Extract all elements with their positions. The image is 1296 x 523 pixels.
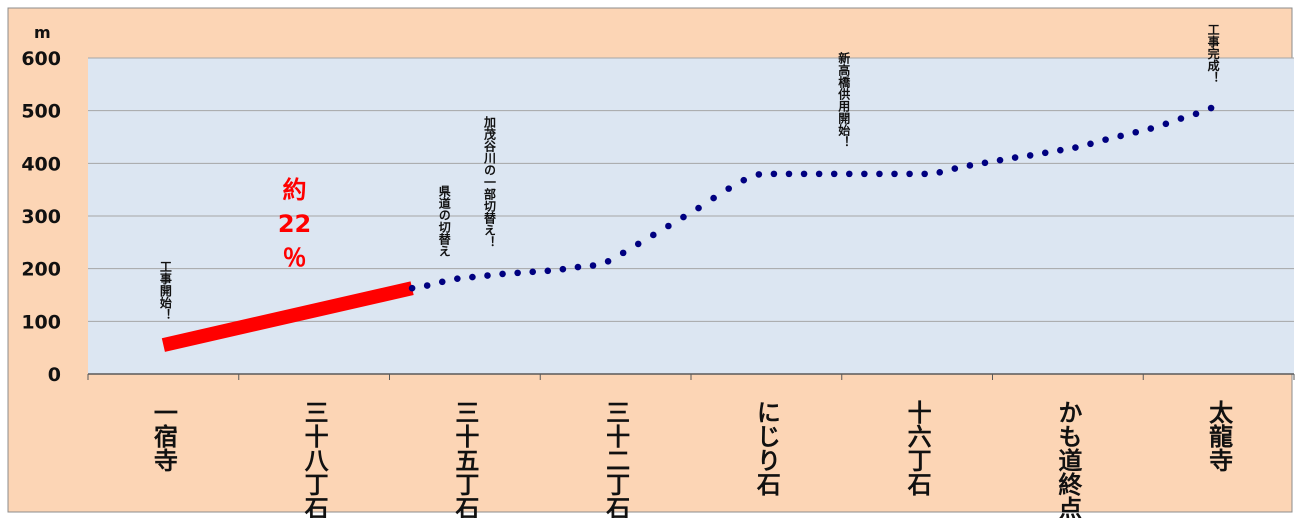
planned-series-point <box>514 269 521 277</box>
planned-series-point <box>484 272 491 279</box>
planned-series-point <box>1132 128 1140 136</box>
progress-percentage-label: 22 <box>278 210 311 238</box>
planned-series-point <box>695 204 702 212</box>
planned-series-point <box>604 257 612 265</box>
planned-series-point <box>921 170 928 178</box>
progress-percentage-label: ％ <box>283 244 307 272</box>
progress-label: 約 22 ％ <box>278 176 311 272</box>
planned-series-point <box>408 284 416 292</box>
planned-series-point <box>529 268 537 276</box>
planned-series-point <box>1026 152 1034 159</box>
annotations: 工事開始！ 県道の切替え 加茂谷川の一部切替え！ 新高橋供用開始！ 工事完成！ <box>158 23 1220 320</box>
planned-series-point <box>1207 104 1215 112</box>
planned-series-point <box>830 170 838 178</box>
y-tick-labels: 0 100 200 300 400 500 600 <box>21 48 61 386</box>
planned-series-point <box>1147 125 1155 132</box>
y-tick-label: 600 <box>21 48 61 70</box>
planned-series-point <box>1072 144 1079 151</box>
planned-series-point <box>710 194 717 202</box>
category-label: 三十二丁石 <box>602 400 631 518</box>
y-tick-label: 300 <box>21 206 61 228</box>
planned-series-point <box>454 275 461 282</box>
planned-series-point <box>1057 146 1064 154</box>
planned-series-point <box>815 170 823 178</box>
annotation-label: 新高橋供用開始！ <box>837 50 851 147</box>
category-label: 十六丁石 <box>903 400 932 496</box>
annotation-label: 工事完成！ <box>1206 23 1220 83</box>
planned-series-point <box>438 278 446 286</box>
planned-series-point <box>725 185 732 192</box>
category-label: 三十五丁石 <box>451 400 480 518</box>
planned-series-point <box>559 265 567 273</box>
category-label: かも道終点 <box>1054 400 1082 518</box>
planned-series-point <box>1117 132 1124 140</box>
gridlines <box>88 57 1294 322</box>
planned-series-point <box>1162 120 1170 128</box>
planned-series-point <box>423 282 431 289</box>
planned-series-point <box>1087 140 1094 148</box>
y-tick-label: 200 <box>21 259 61 281</box>
planned-series-point <box>936 168 944 176</box>
series <box>161 104 1215 352</box>
planned-series-point <box>665 222 672 230</box>
planned-series-point <box>1192 110 1200 118</box>
y-tick-label: 0 <box>48 364 61 386</box>
planned-series-point <box>1041 149 1049 157</box>
y-tick-label: 400 <box>21 153 61 175</box>
planned-series-point <box>906 170 913 178</box>
annotation-label: 加茂谷川の一部切替え！ <box>482 115 496 248</box>
planned-series-point <box>650 231 657 239</box>
planned-series-point <box>680 213 687 221</box>
planned-series-point <box>966 162 974 169</box>
planned-series-point <box>785 170 793 178</box>
planned-series-point <box>1011 154 1019 161</box>
planned-series-point <box>740 176 748 184</box>
progress-percentage-label: 約 <box>283 176 307 204</box>
planned-series-point <box>619 249 627 257</box>
category-label: 三十八丁石 <box>300 400 329 518</box>
completed-series-line <box>161 281 414 352</box>
annotation-label: 県道の切替え <box>437 184 451 256</box>
y-tick-label: 500 <box>21 101 61 123</box>
planned-series-point <box>861 170 868 178</box>
planned-series-point <box>1177 115 1185 122</box>
y-axis-unit-label: m <box>34 23 51 42</box>
y-tick-label: 100 <box>21 311 61 333</box>
planned-series-point <box>951 165 959 172</box>
planned-series-point <box>800 170 808 178</box>
category-label: にじり石 <box>752 400 781 496</box>
planned-series-point <box>544 267 552 275</box>
annotation-label: 工事開始！ <box>158 260 172 320</box>
category-label: 一宿寺 <box>149 400 177 472</box>
planned-series-point <box>770 170 778 178</box>
planned-series-point <box>634 240 642 248</box>
planned-series-point <box>574 263 582 271</box>
planned-series-point <box>1102 136 1109 143</box>
x-category-labels: 一宿寺 三十八丁石 三十五丁石 三十二丁石 にじり石 十六丁石 かも道終点 太龍寺 <box>149 400 1233 520</box>
planned-series-point <box>876 170 883 178</box>
planned-series-point <box>499 270 506 278</box>
planned-series-point <box>755 171 763 178</box>
planned-series-point <box>981 159 989 167</box>
planned-series-point <box>891 170 898 178</box>
planned-series-point <box>845 170 853 178</box>
planned-series-point <box>469 273 476 281</box>
category-label: 太龍寺 <box>1205 400 1233 472</box>
planned-series-point <box>996 156 1004 164</box>
x-tick-marks <box>87 374 1295 380</box>
planned-series-point <box>589 262 597 269</box>
